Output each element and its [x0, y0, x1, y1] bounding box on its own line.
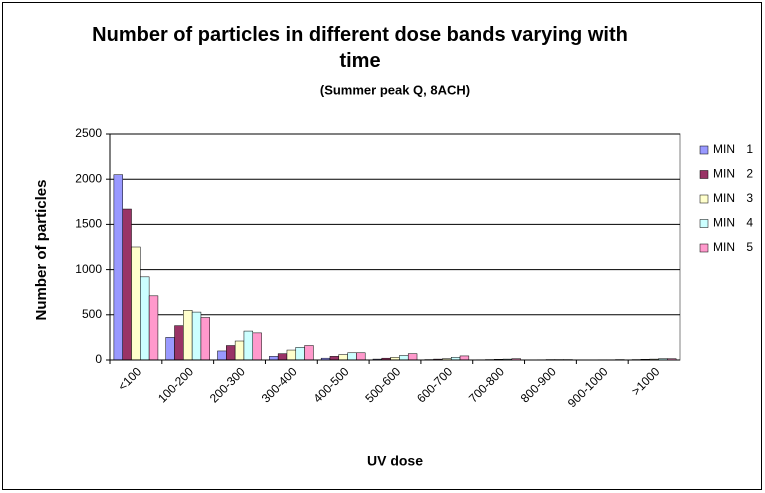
y-tick-label: 1000: [75, 262, 102, 276]
bar: [165, 337, 175, 361]
legend-swatch: [699, 219, 709, 228]
legend-label: MIN 3: [713, 191, 753, 205]
legend-swatch: [699, 243, 709, 253]
bar: [113, 174, 123, 361]
bar: [277, 353, 288, 361]
bar: [140, 276, 150, 361]
bar: [234, 340, 245, 361]
bar: [200, 317, 210, 361]
y-tick-label: 500: [82, 307, 102, 321]
legend-swatch: [699, 170, 709, 179]
bar: [269, 356, 279, 361]
bar: [183, 310, 193, 361]
bar: [459, 355, 470, 361]
bar: [226, 345, 236, 361]
bar: [252, 332, 262, 361]
bar: [122, 208, 132, 361]
chart-subtitle: (Summer peak Q, 8ACH): [320, 82, 470, 97]
bar: [399, 355, 409, 361]
bar: [243, 330, 254, 361]
y-tick-label: 0: [95, 352, 102, 366]
bar: [407, 353, 418, 361]
legend-label: MIN 4: [713, 216, 753, 230]
bar: [286, 349, 297, 361]
bar: [329, 356, 340, 361]
bar: [191, 311, 202, 361]
legend-swatch: [699, 145, 709, 155]
bar: [174, 325, 184, 361]
y-tick-label: 1500: [75, 217, 102, 231]
bar: [356, 352, 366, 361]
bar: [338, 354, 348, 361]
y-tick-label: 2000: [75, 171, 102, 185]
legend-label: MIN 2: [713, 167, 753, 181]
x-axis-label: UV dose: [367, 453, 423, 469]
bar: [304, 345, 314, 361]
legend-swatch: [699, 194, 709, 204]
bar: [295, 347, 305, 361]
legend-label: MIN 1: [713, 142, 753, 156]
y-tick-label: 2500: [75, 126, 102, 140]
bar: [217, 350, 227, 361]
bar: [148, 295, 159, 361]
bar: [347, 352, 357, 361]
y-axis-label: Number of particles: [33, 180, 50, 321]
legend-label: MIN 5: [713, 240, 753, 254]
chart-title: Number of particles in different dose ba…: [92, 24, 628, 72]
bar: [131, 246, 141, 361]
